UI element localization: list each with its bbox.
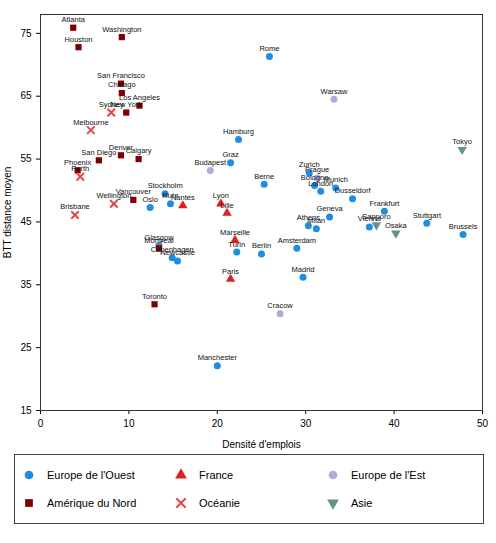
html-text:Europe de l'Ouest: Europe de l'Ouest <box>47 469 135 481</box>
html-text:Asie: Asie <box>351 497 373 509</box>
svg-text:55: 55 <box>20 153 32 164</box>
svg-text:San Francisco: San Francisco <box>97 71 145 80</box>
svg-text:Phoenix: Phoenix <box>64 157 92 167</box>
svg-text:Chicago: Chicago <box>108 80 136 89</box>
svg-text:Osaka: Osaka <box>385 221 408 230</box>
svg-text:Munich: Munich <box>323 175 348 185</box>
svg-text:Densité d'emplois: Densité d'emplois <box>222 439 301 450</box>
html-text:Océanie: Océanie <box>199 497 240 509</box>
svg-text:20: 20 <box>212 418 224 429</box>
svg-text:Frankfurt: Frankfurt <box>369 199 400 208</box>
svg-text:Amsterdam: Amsterdam <box>278 236 316 245</box>
svg-text:15: 15 <box>20 405 32 416</box>
svg-text:Toronto: Toronto <box>142 292 167 301</box>
svg-text:0: 0 <box>38 418 44 429</box>
svg-text:Montreal: Montreal <box>144 236 174 245</box>
svg-text:10: 10 <box>123 418 135 429</box>
svg-text:London: London <box>308 179 333 188</box>
svg-text:Tokyo: Tokyo <box>452 137 472 146</box>
svg-text:30: 30 <box>300 418 312 429</box>
html-text:Amérique du Nord: Amérique du Nord <box>47 497 137 509</box>
svg-text:Berlin: Berlin <box>252 241 271 250</box>
svg-text:Budapest: Budapest <box>194 158 227 167</box>
html-text:Europe de l'Est: Europe de l'Est <box>351 469 426 481</box>
svg-text:Berne: Berne <box>254 172 274 181</box>
svg-text:Newcastle: Newcastle <box>160 248 195 257</box>
svg-text:Dusseldorf: Dusseldorf <box>335 186 372 195</box>
svg-text:Washington: Washington <box>102 25 141 34</box>
svg-text:40: 40 <box>389 418 401 429</box>
svg-text:Marseille: Marseille <box>220 228 250 237</box>
svg-text:Brisbane: Brisbane <box>60 202 90 211</box>
svg-text:Stockholm: Stockholm <box>148 181 183 190</box>
svg-text:Sapporo: Sapporo <box>362 212 391 222</box>
svg-text:San Diego: San Diego <box>81 148 116 157</box>
svg-text:Prague: Prague <box>305 165 329 174</box>
svg-text:50: 50 <box>477 418 489 429</box>
svg-text:Lille: Lille <box>220 201 233 210</box>
svg-text:Vancouver: Vancouver <box>115 187 151 197</box>
svg-text:Manchester: Manchester <box>198 353 238 362</box>
svg-text:75: 75 <box>20 28 32 39</box>
svg-text:Oslo: Oslo <box>142 194 158 204</box>
svg-text:Sydney: Sydney <box>99 100 124 109</box>
svg-text:Paris: Paris <box>222 267 239 276</box>
svg-text:Brussels: Brussels <box>449 222 478 231</box>
svg-text:Rome: Rome <box>259 44 279 53</box>
svg-text:Atlanta: Atlanta <box>62 15 86 24</box>
svg-text:Calgary: Calgary <box>126 146 152 155</box>
svg-text:New York: New York <box>110 100 143 109</box>
svg-text:Warsaw: Warsaw <box>321 87 348 96</box>
svg-text:Milan: Milan <box>307 216 325 225</box>
svg-text:Houston: Houston <box>65 35 93 44</box>
svg-text:Hamburg: Hamburg <box>223 127 254 136</box>
html-text:France: France <box>199 469 234 481</box>
svg-text:Los Angeles: Los Angeles <box>119 93 160 102</box>
svg-text:Perth: Perth <box>71 164 89 173</box>
svg-text:65: 65 <box>20 90 32 101</box>
svg-text:Geneva: Geneva <box>316 204 343 213</box>
svg-text:35: 35 <box>20 279 32 290</box>
svg-text:25: 25 <box>20 342 32 353</box>
svg-text:Turin: Turin <box>228 240 245 249</box>
svg-text:Graz: Graz <box>222 150 239 160</box>
svg-text:Wellington: Wellington <box>96 191 131 200</box>
svg-text:45: 45 <box>20 216 32 227</box>
svg-text:BTT distance moyen: BTT distance moyen <box>2 167 13 259</box>
svg-text:Lyon: Lyon <box>213 191 229 200</box>
svg-text:Madrid: Madrid <box>292 265 315 274</box>
svg-text:Nantes: Nantes <box>171 193 195 202</box>
svg-text:Stuttgart: Stuttgart <box>413 211 442 220</box>
svg-text:Cracow: Cracow <box>267 301 293 310</box>
svg-text:Melbourne: Melbourne <box>73 118 108 127</box>
